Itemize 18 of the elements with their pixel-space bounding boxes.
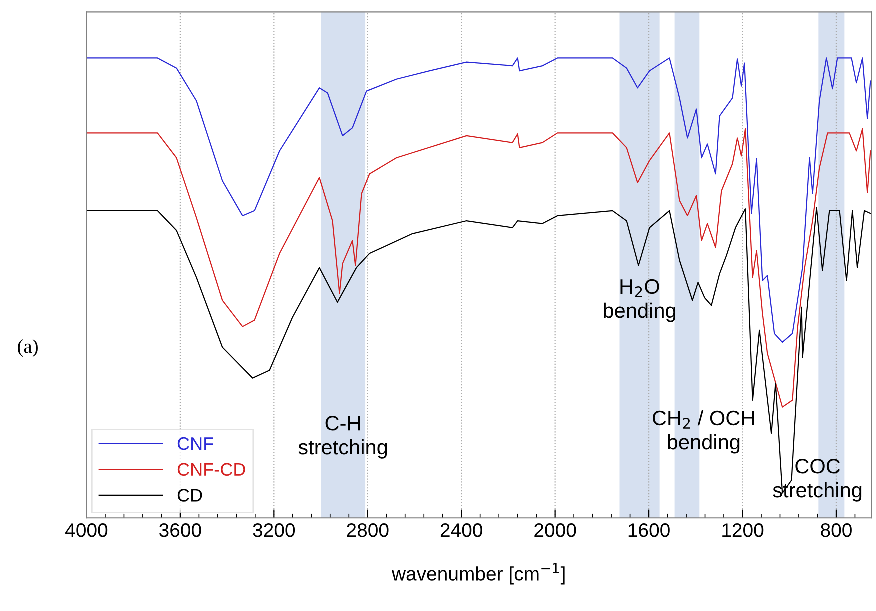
band-label: H$_{2}$O bending bbox=[604, 279, 676, 322]
x-tick-label: 1200 bbox=[722, 524, 764, 538]
band-label: COC stretching bbox=[773, 459, 862, 502]
x-tick-label: 2000 bbox=[534, 524, 576, 538]
x-tick-label: 2400 bbox=[440, 524, 482, 538]
x-tick-label: 1600 bbox=[628, 524, 670, 538]
legend-label: CNF-CD bbox=[178, 463, 246, 476]
x-tick-label: 3200 bbox=[253, 524, 296, 538]
text: (a) bbox=[18, 339, 38, 358]
band-label: C-H stretching bbox=[298, 416, 388, 459]
x-tick-label: 3600 bbox=[160, 524, 202, 538]
legend-label: CD bbox=[178, 489, 202, 502]
x-tick-label: 2800 bbox=[347, 524, 389, 538]
band-label: CH$_{2}$ / OCH bending bbox=[652, 410, 754, 454]
legend-label: CNF bbox=[178, 437, 214, 450]
x-axis-title: wavenumber [cm$^{−1}$] bbox=[392, 563, 565, 585]
x-tick-label: 4000 bbox=[66, 524, 108, 538]
x-tick-label: 800 bbox=[821, 524, 852, 538]
